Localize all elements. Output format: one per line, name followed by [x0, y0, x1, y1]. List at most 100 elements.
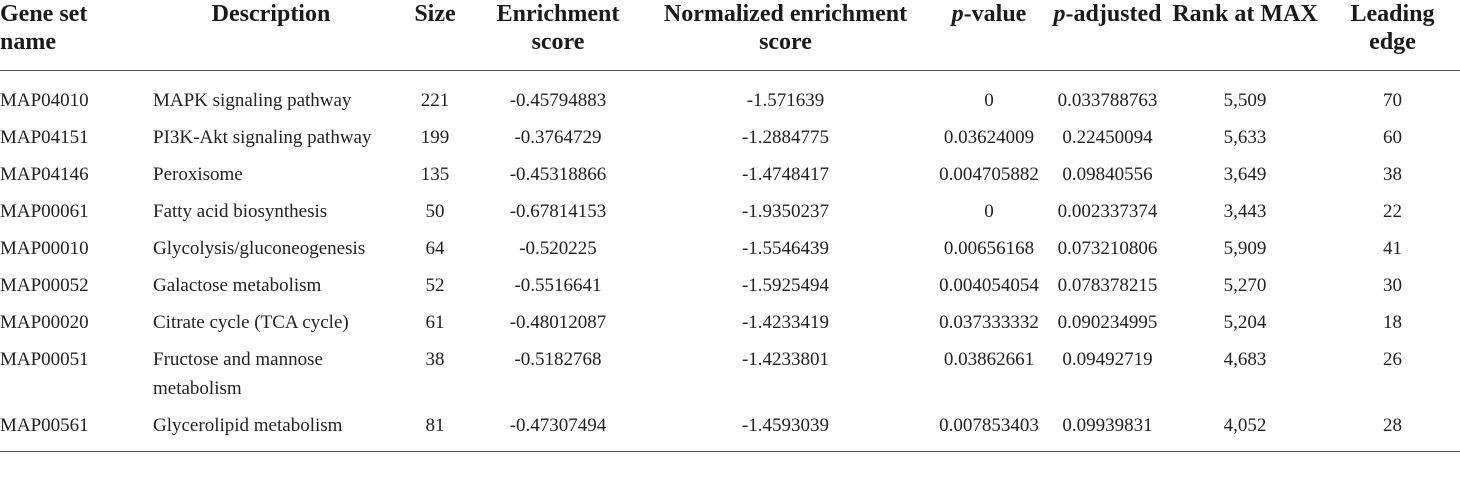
cell-size: 52 — [425, 275, 445, 296]
cell-description: Glycolysis/gluconeogenesis — [153, 238, 366, 259]
cell-description: Citrate cycle (TCA cycle) — [153, 312, 349, 333]
cell-description: Fructose and mannose metabolism — [153, 349, 323, 399]
cell-enrichment-score: -0.520225 — [519, 238, 597, 259]
cell-leading-edge: 28 — [1325, 407, 1460, 452]
cell-description: MAPK signaling pathway — [153, 90, 352, 111]
header-p-adjusted-italic: p — [1053, 1, 1066, 27]
header-p-value: p-value — [928, 0, 1050, 71]
table-row: MAP00051 Fructose and mannose metabolism 3… — [0, 341, 1460, 407]
cell-p-value: 0.037333332 — [939, 312, 1039, 333]
cell-p-value: 0.03624009 — [943, 127, 1035, 148]
cell-p-value: 0 — [984, 90, 994, 111]
header-p-adjusted-rest: -adjusted — [1065, 1, 1162, 27]
cell-p-adjusted: 0.073210806 — [1057, 238, 1158, 259]
cell-enrichment-score: -0.5182768 — [514, 349, 602, 370]
cell-enrichment-score: -0.67814153 — [509, 201, 607, 222]
cell-p-value: 0.007853403 — [928, 407, 1050, 452]
cell-size: 38 — [425, 349, 445, 370]
cell-rank-at-max: 4,683 — [1223, 349, 1267, 370]
cell-gene-set-name: MAP04010 — [0, 90, 89, 111]
cell-p-adjusted: 0.033788763 — [1057, 90, 1158, 111]
cell-rank-at-max: 5,909 — [1223, 238, 1267, 259]
cell-description: Galactose metabolism — [153, 275, 322, 296]
cell-enrichment-score: -0.48012087 — [509, 312, 607, 333]
cell-p-adjusted: 0.09492719 — [1062, 349, 1153, 370]
table-row: MAP00561 Glycerolipid metabolism 81 -0.4730… — [0, 407, 1460, 452]
header-p-adjusted: p-adjusted — [1050, 0, 1165, 71]
cell-rank-at-max: 5,270 — [1223, 275, 1267, 296]
cell-p-value: 0.00656168 — [943, 238, 1035, 259]
cell-p-adjusted: 0.090234995 — [1057, 312, 1158, 333]
cell-size: 50 — [425, 201, 445, 222]
cell-description: Peroxisome — [153, 164, 243, 185]
cell-gene-set-name: MAP00061 — [0, 201, 89, 222]
cell-gene-set-name: MAP04151 — [0, 127, 89, 148]
header-normalized-enrichment-score: Normalized enrichment score — [643, 0, 928, 71]
cell-enrichment-score: -0.45794883 — [509, 90, 607, 111]
cell-p-adjusted: 0.078378215 — [1057, 275, 1158, 296]
cell-size: 135 — [420, 164, 450, 185]
cell-normalized-enrichment-score: -1.4593039 — [643, 407, 928, 452]
cell-leading-edge: 38 — [1383, 164, 1402, 185]
cell-enrichment-score: -0.45318866 — [509, 164, 607, 185]
header-rank-at-max: Rank at MAX — [1165, 0, 1325, 71]
header-enrichment-score: Enrichment score — [473, 0, 643, 71]
cell-rank-at-max: 3,443 — [1223, 201, 1267, 222]
cell-leading-edge: 30 — [1383, 275, 1402, 296]
cell-enrichment-score: -0.47307494 — [473, 407, 643, 452]
cell-gene-set-name: MAP00010 — [0, 238, 89, 259]
cell-gene-set-name: MAP00052 — [0, 275, 89, 296]
cell-rank-at-max: 5,633 — [1223, 127, 1267, 148]
table-row: MAP00020 Citrate cycle (TCA cycle) 61 -0.48… — [0, 304, 1460, 341]
header-size: Size — [397, 0, 473, 71]
table-header: Gene set name Description Size Enrichmen… — [0, 0, 1460, 71]
cell-leading-edge: 26 — [1383, 349, 1402, 370]
cell-gene-set-name: MAP00561 — [0, 407, 145, 452]
cell-gene-set-name: MAP00051 — [0, 349, 89, 370]
header-leading-edge: Leading edge — [1325, 0, 1460, 71]
cell-p-adjusted: 0.22450094 — [1062, 127, 1153, 148]
cell-enrichment-score: -0.5516641 — [514, 275, 602, 296]
cell-rank-at-max: 5,509 — [1223, 90, 1267, 111]
cell-p-adjusted: 0.09939831 — [1050, 407, 1165, 452]
cell-gene-set-name: MAP00020 — [0, 312, 89, 333]
cell-normalized-enrichment-score: -1.5925494 — [741, 275, 830, 296]
cell-rank-at-max: 3,649 — [1223, 164, 1267, 185]
cell-leading-edge: 60 — [1383, 127, 1402, 148]
table-row: MAP00010 Glycolysis/gluconeogenesis 64 -0.5… — [0, 230, 1460, 267]
cell-normalized-enrichment-score: -1.4233801 — [741, 349, 830, 370]
table-body: MAP04010 MAPK signaling pathway 221 -0.4579… — [0, 71, 1460, 452]
header-p-value-italic: p — [951, 1, 964, 27]
cell-leading-edge: 70 — [1383, 90, 1402, 111]
cell-normalized-enrichment-score: -1.5546439 — [741, 238, 830, 259]
cell-enrichment-score: -0.3764729 — [514, 127, 602, 148]
cell-normalized-enrichment-score: -1.571639 — [746, 90, 825, 111]
cell-rank-at-max: 5,204 — [1223, 312, 1267, 333]
cell-rank-at-max: 4,052 — [1165, 407, 1325, 452]
cell-description: PI3K-Akt signaling pathway — [153, 127, 372, 148]
table-row: MAP00052 Galactose metabolism 52 -0.5516641… — [0, 267, 1460, 304]
cell-p-value: 0.004705882 — [939, 164, 1039, 185]
cell-size: 81 — [397, 407, 473, 452]
cell-p-value: 0 — [984, 201, 994, 222]
cell-size: 64 — [425, 238, 445, 259]
table-row: MAP04146 Peroxisome 135 -0.45318866 -1.47484… — [0, 156, 1460, 193]
cell-description: Glycerolipid metabolism — [145, 407, 397, 452]
cell-normalized-enrichment-score: -1.4748417 — [741, 164, 830, 185]
table-row: MAP04151 PI3K-Akt signaling pathway 199 -0.… — [0, 119, 1460, 156]
cell-leading-edge: 18 — [1383, 312, 1402, 333]
cell-description: Fatty acid biosynthesis — [153, 201, 328, 222]
cell-normalized-enrichment-score: -1.2884775 — [741, 127, 830, 148]
cell-gene-set-name: MAP04146 — [0, 164, 89, 185]
header-p-value-rest: -value — [963, 1, 1027, 27]
header-gene-set-name: Gene set name — [0, 0, 145, 71]
cell-size: 199 — [420, 127, 450, 148]
cell-p-value: 0.004054054 — [939, 275, 1039, 296]
cell-p-adjusted: 0.002337374 — [1057, 201, 1158, 222]
table-row: MAP04010 MAPK signaling pathway 221 -0.4579… — [0, 71, 1460, 120]
header-description: Description — [145, 0, 397, 71]
cell-p-adjusted: 0.09840556 — [1062, 164, 1153, 185]
cell-leading-edge: 22 — [1383, 201, 1402, 222]
cell-p-value: 0.03862661 — [943, 349, 1035, 370]
table-row: MAP00061 Fatty acid biosynthesis 50 -0.6781… — [0, 193, 1460, 230]
